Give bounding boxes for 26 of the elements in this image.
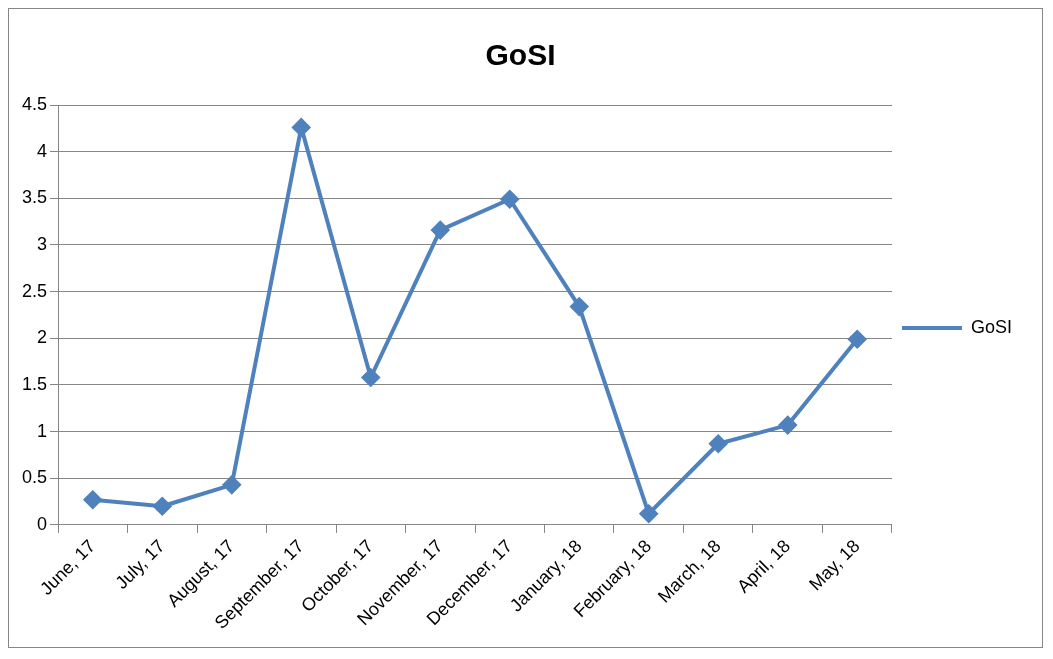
point <box>570 297 589 316</box>
point <box>431 221 450 240</box>
point <box>778 416 797 435</box>
y-tick-label: 1.5 <box>21 373 48 394</box>
legend-label: GoSI <box>970 316 1013 337</box>
point <box>222 475 241 494</box>
y-tick-label: 3 <box>37 233 48 254</box>
point <box>709 434 728 453</box>
point <box>361 368 380 387</box>
point <box>292 118 311 137</box>
x-tick-label: May, 18 <box>805 535 864 595</box>
y-tick-label: 0 <box>37 513 48 534</box>
y-tick-label: 4.5 <box>21 93 48 114</box>
point <box>83 490 102 509</box>
y-tick-label: 2 <box>37 327 48 348</box>
y-tick-label: 2.5 <box>21 280 48 301</box>
y-tick-label: 0.5 <box>21 467 48 488</box>
y-tick-label: 4 <box>37 140 48 161</box>
y-tick-label: 3.5 <box>21 187 48 208</box>
chart-title: GoSI <box>485 38 556 72</box>
y-tick-label: 1 <box>37 420 48 441</box>
x-tick-label: July, 17 <box>111 535 169 593</box>
point <box>639 504 658 523</box>
point <box>153 497 172 516</box>
point <box>848 330 867 349</box>
point <box>500 190 519 209</box>
